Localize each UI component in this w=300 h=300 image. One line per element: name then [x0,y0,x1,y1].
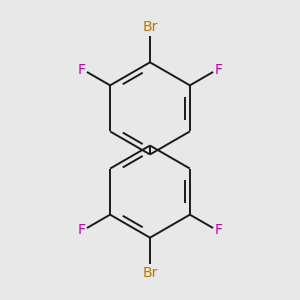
Text: F: F [77,63,85,77]
Text: F: F [215,63,223,77]
Text: F: F [215,223,223,237]
Text: F: F [77,223,85,237]
Text: Br: Br [142,266,158,280]
Text: Br: Br [142,20,158,34]
